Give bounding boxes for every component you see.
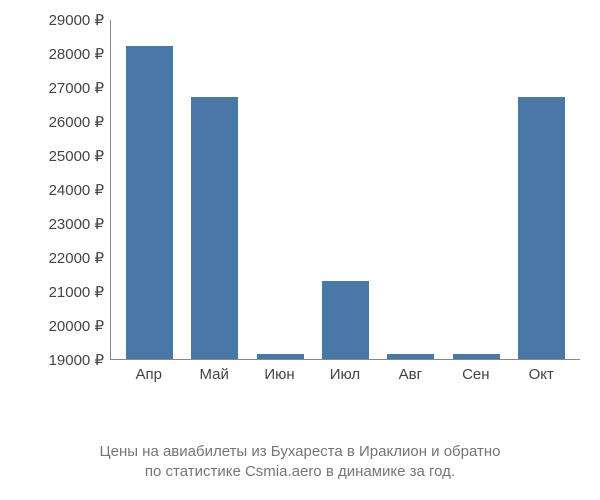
y-tick: 29000 ₽ <box>49 11 104 29</box>
bar-apr <box>126 46 173 359</box>
x-label: Окт <box>509 366 574 383</box>
plot-area <box>110 20 580 360</box>
bar-slot <box>117 20 182 359</box>
bar-oct <box>518 97 565 359</box>
x-axis-labels: Апр Май Июн Июл Авг Сен Окт <box>110 366 580 383</box>
y-tick: 28000 ₽ <box>49 45 104 63</box>
y-tick: 22000 ₽ <box>49 249 104 267</box>
y-tick: 20000 ₽ <box>49 317 104 335</box>
y-tick: 26000 ₽ <box>49 113 104 131</box>
caption-line-1: Цены на авиабилеты из Бухареста в Иракли… <box>100 443 501 460</box>
bar-sep <box>453 354 500 359</box>
chart-area: 29000 ₽ 28000 ₽ 27000 ₽ 26000 ₽ 25000 ₽ … <box>20 20 580 400</box>
bar-slot <box>509 20 574 359</box>
y-tick: 19000 ₽ <box>49 351 104 369</box>
y-tick: 24000 ₽ <box>49 181 104 199</box>
bar-aug <box>387 354 434 359</box>
y-tick: 21000 ₽ <box>49 283 104 301</box>
bar-slot <box>182 20 247 359</box>
bar-slot <box>313 20 378 359</box>
x-label: Апр <box>116 366 181 383</box>
x-label: Июл <box>312 366 377 383</box>
bar-jul <box>322 281 369 359</box>
y-tick: 27000 ₽ <box>49 79 104 97</box>
x-label: Авг <box>378 366 443 383</box>
bar-slot <box>443 20 508 359</box>
bar-jun <box>257 354 304 359</box>
caption-line-2: по статистике Csmia.aero в динамике за г… <box>145 463 455 480</box>
y-axis: 29000 ₽ 28000 ₽ 27000 ₽ 26000 ₽ 25000 ₽ … <box>20 20 110 360</box>
x-label: Сен <box>443 366 508 383</box>
bar-slot <box>248 20 313 359</box>
chart-container: 29000 ₽ 28000 ₽ 27000 ₽ 26000 ₽ 25000 ₽ … <box>0 0 600 500</box>
chart-caption: Цены на авиабилеты из Бухареста в Иракли… <box>0 442 600 483</box>
y-tick: 23000 ₽ <box>49 215 104 233</box>
bars <box>111 20 580 359</box>
x-label: Май <box>181 366 246 383</box>
bar-may <box>191 97 238 359</box>
x-label: Июн <box>247 366 312 383</box>
y-tick: 25000 ₽ <box>49 147 104 165</box>
bar-slot <box>378 20 443 359</box>
